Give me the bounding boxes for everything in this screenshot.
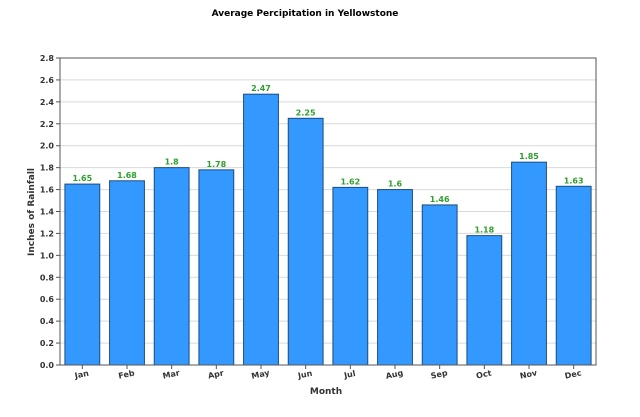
data-label-sep: 1.46 xyxy=(430,195,450,204)
grid-lines xyxy=(60,57,596,366)
bar-sep xyxy=(421,204,458,366)
x-tick-label-nov: Nov xyxy=(519,368,539,381)
y-tick-label: 1.6 xyxy=(40,186,55,195)
bar-jun xyxy=(287,117,324,366)
data-label-jan: 1.65 xyxy=(72,174,92,183)
bar-jul xyxy=(332,186,369,366)
x-tick-label-dec: Dec xyxy=(564,368,583,380)
y-tick-label: 0.0 xyxy=(40,361,55,370)
x-tick-label-mar: Mar xyxy=(162,368,181,380)
y-tick-label: 0.4 xyxy=(40,317,55,326)
x-tick-label-apr: Apr xyxy=(207,368,224,380)
y-axis-title: Inches of Rainfall xyxy=(27,168,37,256)
chart-title: Average Percipitation in Yellowstone xyxy=(212,9,399,19)
bar-feb xyxy=(109,180,145,366)
data-label-nov: 1.85 xyxy=(519,152,539,161)
x-tick-label-jun: Jun xyxy=(296,369,313,381)
y-tick-label: 1.2 xyxy=(40,229,54,238)
bars xyxy=(64,93,592,366)
bar-may xyxy=(243,93,279,366)
x-tick-label-may: May xyxy=(251,368,272,381)
y-tick-label: 0.6 xyxy=(40,295,55,304)
x-tick-label-feb: Feb xyxy=(118,368,136,380)
x-tick-label-jan: Jan xyxy=(73,369,90,381)
data-label-oct: 1.18 xyxy=(474,226,494,235)
y-tick-label: 2.8 xyxy=(40,54,55,63)
y-tick-label: 1.4 xyxy=(40,208,55,217)
data-label-aug: 1.6 xyxy=(388,180,403,189)
bar-jan xyxy=(64,183,101,366)
x-tick-label-jul: Jul xyxy=(342,369,356,380)
x-axis-title: Month xyxy=(310,387,342,397)
x-tick-label-aug: Aug xyxy=(385,368,404,381)
bar-apr xyxy=(198,169,235,366)
y-tick-label: 0.8 xyxy=(40,273,55,282)
bar-aug xyxy=(377,189,413,366)
x-tick-labels: Jan Feb Mar Apr May Jun Jul Aug Sep Oct Nov Dec xyxy=(73,365,583,381)
y-tick-labels: 0.0 0.2 0.4 0.6 0.8 1.0 1.2 1.4 1.6 1.8 2.0 2.2 2.4 2… xyxy=(40,54,60,370)
bar-dec xyxy=(555,185,592,366)
y-tick-label: 2.4 xyxy=(40,98,55,107)
bar-mar xyxy=(153,167,190,366)
data-label-dec: 1.63 xyxy=(564,176,584,185)
data-label-feb: 1.68 xyxy=(117,171,137,180)
y-tick-label: 2.0 xyxy=(40,142,55,151)
data-labels: 1.65 1.68 1.8 1.78 2.47 2.25 1.62 1.6 1.46 1.18 1.… xyxy=(72,84,583,234)
y-tick-label: 2.6 xyxy=(40,76,55,85)
data-label-jun: 2.25 xyxy=(296,108,316,117)
data-label-mar: 1.8 xyxy=(165,158,180,167)
y-tick-label: 0.2 xyxy=(40,339,54,348)
x-tick-label-oct: Oct xyxy=(475,369,492,381)
x-tick-label-sep: Sep xyxy=(430,368,449,380)
data-label-may: 2.47 xyxy=(251,84,271,93)
y-tick-label: 1.0 xyxy=(40,251,55,260)
bar-nov xyxy=(511,161,547,366)
y-tick-label: 2.2 xyxy=(40,120,54,129)
bar-oct xyxy=(466,235,503,366)
y-tick-label: 1.8 xyxy=(40,164,55,173)
data-label-apr: 1.78 xyxy=(206,160,226,169)
data-label-jul: 1.62 xyxy=(340,177,360,186)
